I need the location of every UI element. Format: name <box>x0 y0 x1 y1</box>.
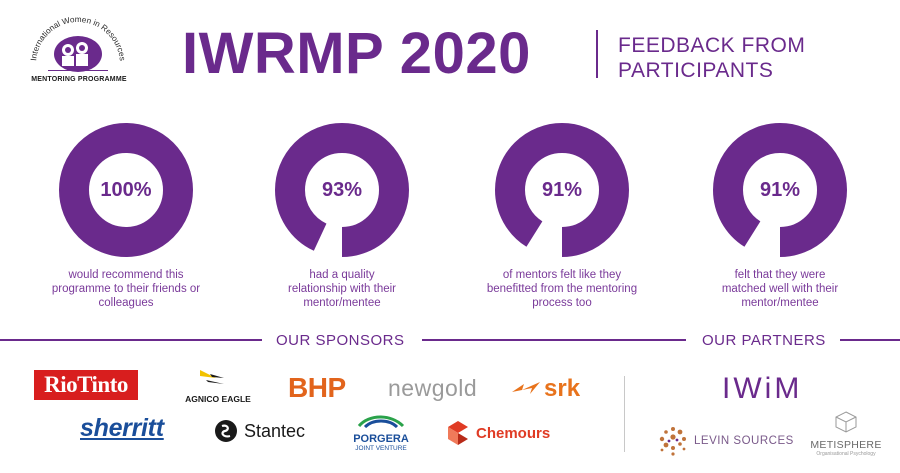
porgera-sub: JOINT VENTURE <box>355 445 407 452</box>
stat-caption-line: felt that they were <box>734 269 826 281</box>
stat-percentage: 91% <box>759 178 801 201</box>
stat-caption: felt that they were matched well with the… <box>680 268 880 310</box>
metisphere-name: METISPHERE <box>810 439 882 451</box>
stantec-logo: Stantec <box>214 419 305 443</box>
chemours-icon <box>448 421 468 445</box>
donut-arc <box>59 123 193 257</box>
stat-percentage: 100% <box>100 178 152 201</box>
donut-arc <box>495 123 629 257</box>
stat-caption-line: matched well with their <box>721 283 839 295</box>
stantec-icon <box>215 420 237 442</box>
stat-caption-line: mentor/mentee <box>303 297 381 309</box>
sponsors-rule-left <box>0 339 262 341</box>
partners-rule-right <box>840 339 900 341</box>
subtitle-line-2: PARTICIPANTS <box>618 59 774 82</box>
sherritt-logo: sherritt <box>80 414 164 442</box>
bhp-logo: BHP <box>288 372 346 403</box>
stat-caption: would recommend this programme to their f… <box>26 268 226 310</box>
stat-donut: 91% <box>494 122 630 258</box>
stat-donut: 91% <box>712 122 848 258</box>
levin-sources-logo: LEVIN SOURCES <box>656 424 794 458</box>
subtitle-line-1: FEEDBACK FROM <box>618 34 806 57</box>
iwim-logo: IWiM <box>722 372 803 405</box>
page-title: IWRMP 2020 <box>182 21 531 86</box>
logo-programme-text: MENTORING PROGRAMME <box>31 76 127 83</box>
porgera-mountain-icon <box>357 415 405 429</box>
sponsors-partners-separator <box>624 376 625 452</box>
porgera-name: PORGERA <box>353 433 409 445</box>
levin-dots-icon <box>659 427 686 456</box>
stat-donut: 100% <box>58 122 194 258</box>
stat-caption-line: colleagues <box>98 297 154 309</box>
levin-sources-name: LEVIN SOURCES <box>694 435 794 447</box>
stat-caption-line: had a quality <box>309 269 375 281</box>
stat-caption: had a quality relationship with their ment… <box>242 268 442 310</box>
porgera-logo: PORGERA JOINT VENTURE <box>352 414 410 453</box>
agnico-eagle-icon <box>200 370 224 384</box>
iwrmp-logo: International Women in Resources MENTORI… <box>18 6 138 92</box>
metisphere-logo: METISPHERE Organisational Psychology <box>806 410 886 457</box>
stat-percentage: 91% <box>541 178 583 201</box>
page-subtitle: FEEDBACK FROM PARTICIPANTS <box>618 33 838 83</box>
sponsors-heading: OUR SPONSORS <box>276 332 405 349</box>
metisphere-sub: Organisational Psychology <box>816 451 876 457</box>
srk-name: srk <box>544 375 581 402</box>
chemours-name: Chemours <box>476 424 551 442</box>
donut-chart <box>713 123 847 257</box>
stat-donut: 93% <box>274 122 410 258</box>
riotinto-logo: RioTinto <box>34 370 138 400</box>
srk-logo: srk <box>510 374 580 404</box>
donut-arc <box>275 123 409 257</box>
stat-caption-line: relationship with their <box>287 283 397 295</box>
stat-caption-line: process too <box>532 297 592 309</box>
stat-caption: of mentors felt like they benefitted from… <box>462 268 662 310</box>
stat-caption-line: mentor/mentee <box>741 297 819 309</box>
newgold-logo: newgold <box>388 375 478 401</box>
agnico-eagle-logo: AGNICO EAGLE <box>180 368 256 404</box>
stat-caption-line: programme to their friends or <box>51 283 201 295</box>
stat-caption-line: would recommend this <box>68 269 184 281</box>
stat-caption-line: benefitted from the mentoring <box>486 283 638 295</box>
partners-heading: OUR PARTNERS <box>702 332 826 349</box>
title-divider <box>596 30 598 78</box>
stat-caption-line: of mentors felt like they <box>502 269 622 281</box>
sponsors-rule-right <box>422 339 686 341</box>
donut-chart <box>59 123 193 257</box>
chemours-logo: Chemours <box>446 420 550 446</box>
stantec-name: Stantec <box>244 420 306 441</box>
stat-percentage: 93% <box>321 178 363 201</box>
srk-swoosh-icon <box>512 382 540 394</box>
donut-arc <box>713 123 847 257</box>
agnico-eagle-name: AGNICO EAGLE <box>185 394 251 404</box>
donut-chart <box>275 123 409 257</box>
metisphere-cube-icon <box>835 411 857 433</box>
donut-chart <box>495 123 629 257</box>
